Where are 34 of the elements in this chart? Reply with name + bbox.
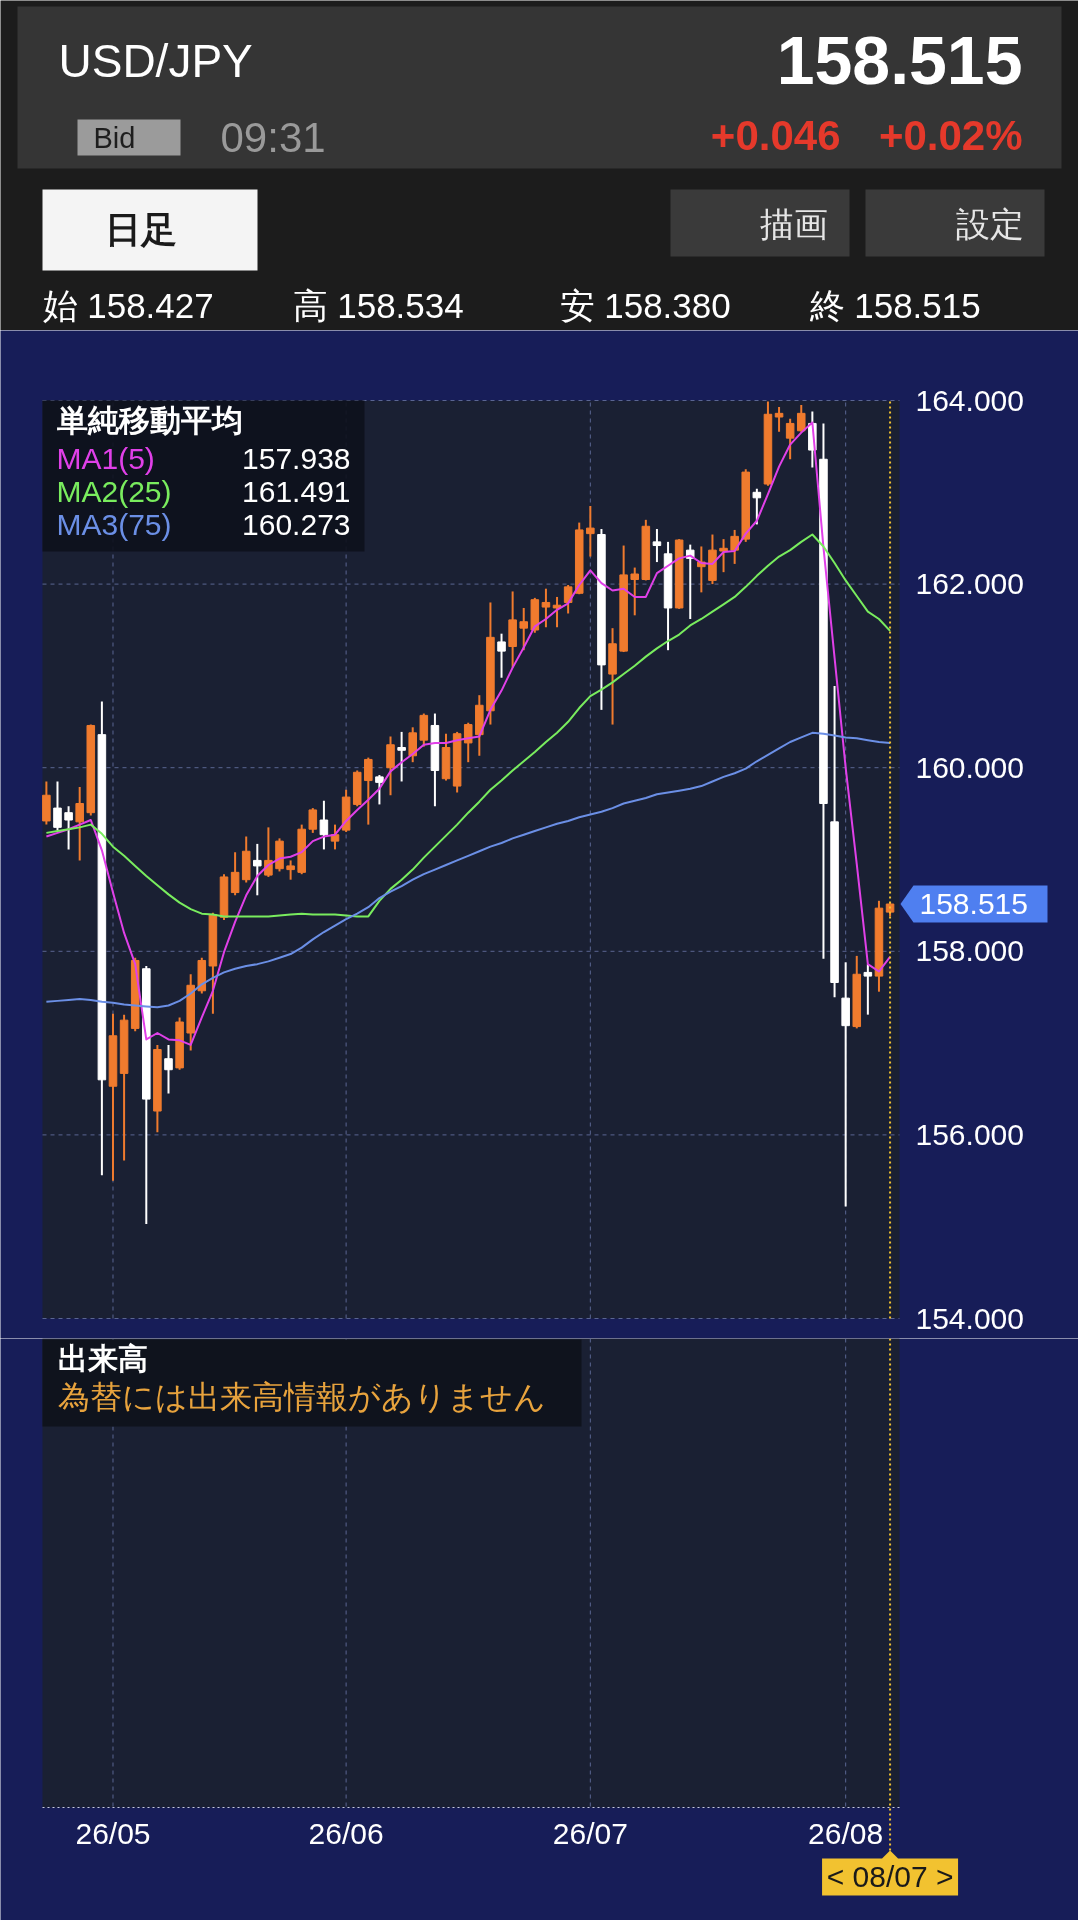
y-tick-label: 162.000	[915, 567, 1024, 601]
text: 為替には出来高情報がありません	[57, 1378, 546, 1415]
text: 出来高	[57, 1342, 148, 1375]
category-label: 26/07	[552, 1817, 628, 1850]
text: 日足	[104, 209, 177, 250]
text: 158.515	[776, 22, 1023, 98]
text: < 08/07 >	[826, 1860, 954, 1893]
text: 設定	[955, 204, 1024, 243]
category-label: 26/06	[308, 1817, 384, 1850]
text: 始 158.427	[42, 286, 214, 325]
category-label: 26/08	[808, 1817, 884, 1850]
text: +0.046	[710, 112, 841, 159]
category-label: 26/05	[75, 1817, 151, 1850]
text: 158.515	[919, 887, 1028, 921]
text: Bid	[93, 121, 136, 154]
chart-title: USD/JPY	[58, 34, 253, 87]
annotation: 161.491	[242, 474, 351, 508]
text: MA2(25)	[56, 475, 172, 508]
text: 高 158.534	[292, 286, 464, 325]
annotation: 157.938	[242, 441, 351, 475]
y-tick-label: 158.000	[915, 934, 1024, 968]
text: +0.02%	[878, 112, 1023, 159]
text: MA1(5)	[56, 442, 155, 475]
annotation: 160.273	[242, 507, 351, 541]
y-tick-label: 154.000	[915, 1301, 1024, 1335]
text: 安 158.380	[559, 286, 731, 325]
y-tick-label: 156.000	[915, 1117, 1024, 1151]
y-tick-label: 160.000	[915, 750, 1024, 784]
text: 09:31	[220, 114, 326, 161]
text: 終 158.515	[808, 286, 981, 325]
text: 描画	[759, 204, 828, 243]
y-tick-label: 164.000	[915, 383, 1024, 417]
legend-title: 単純移動平均	[56, 403, 243, 438]
text: MA3(75)	[56, 508, 172, 541]
